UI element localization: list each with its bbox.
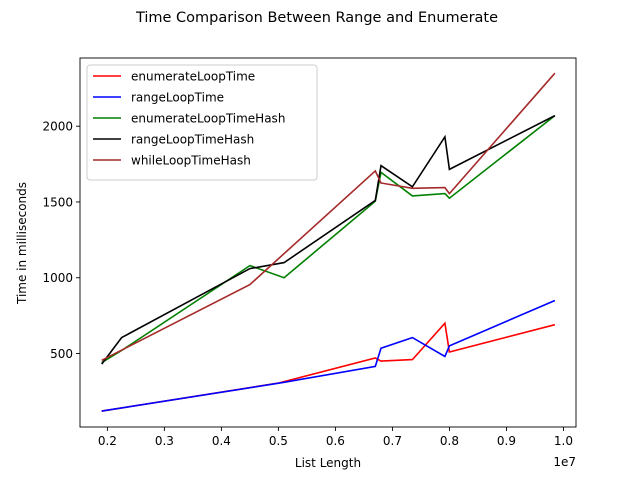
plot-lines [101,72,556,412]
x-tick-label: 0.8 [440,434,459,448]
x-tick-label: 0.4 [212,434,231,448]
x-tick-label: 1.0 [554,434,573,448]
y-tick-label: 500 [50,347,73,361]
series-line-rangeLoopTime [101,299,556,412]
x-axis-label: List Length [295,456,361,470]
y-axis-label: Time in milliseconds [15,182,29,305]
legend-label: enumerateLoopTimeHash [131,112,285,126]
x-tick-label: 0.9 [497,434,516,448]
y-tick-label: 1000 [42,271,73,285]
y-axis-ticks: 500 1000 1500 2000 [42,120,80,361]
series-line-whileLoopTimeHash [101,72,556,362]
y-tick-label: 1500 [42,195,73,209]
x-axis-offset-label: 1e7 [553,455,576,469]
x-tick-label: 0.3 [155,434,174,448]
x-tick-label: 0.5 [269,434,288,448]
legend: enumerateLoopTime rangeLoopTime enumerateL… [86,64,318,181]
legend-label: enumerateLoopTime [131,70,255,84]
series-line-rangeLoopTimeHash [101,114,556,365]
x-tick-label: 0.6 [326,434,345,448]
chart-title: Time Comparison Between Range and Enumer… [135,10,498,26]
y-tick-label: 2000 [42,120,73,134]
legend-label: whileLoopTimeHash [131,154,251,168]
plot-frame [79,57,577,428]
x-tick-label: 0.7 [383,434,402,448]
x-axis-ticks: 0.2 0.3 0.4 0.5 0.6 0.7 0.8 0.9 1.0 [98,427,573,448]
x-tick-label: 0.2 [98,434,117,448]
legend-label: rangeLoopTimeHash [131,133,254,147]
legend-box [86,64,318,181]
legend-label: rangeLoopTime [131,91,224,105]
